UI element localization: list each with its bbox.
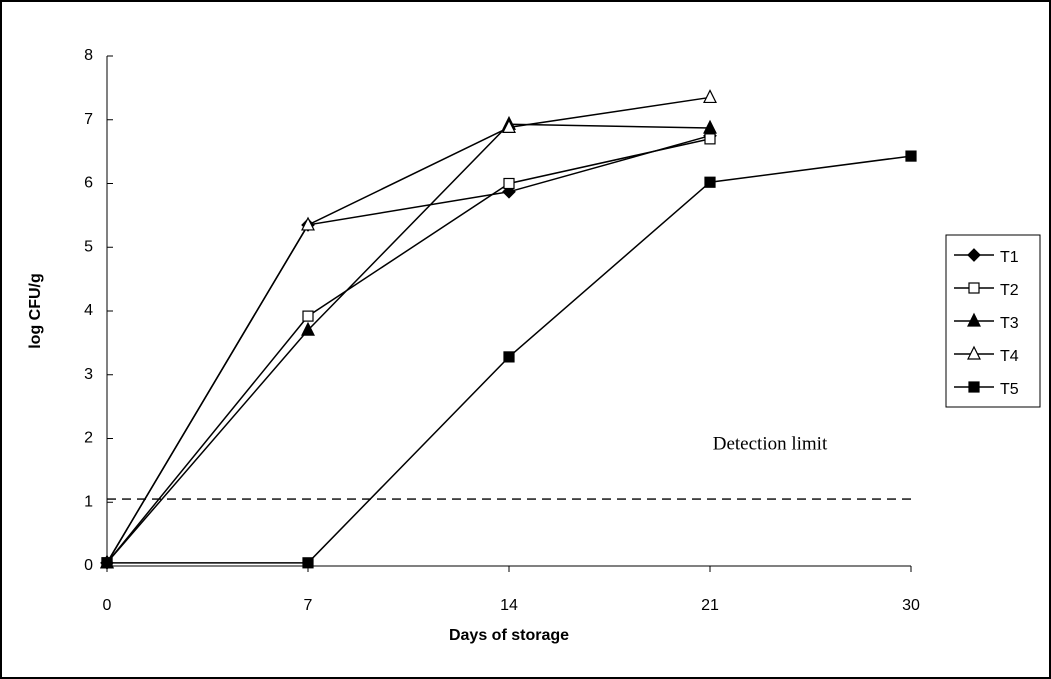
point	[303, 311, 313, 321]
point	[504, 352, 514, 362]
point	[504, 179, 514, 189]
x-tick-label: 30	[902, 597, 920, 614]
chart: log CFU/g Days of storage 0 1 2 3 4 5 6 7 8 0 7 14 2…	[0, 0, 1051, 679]
legend-label: T3	[1000, 315, 1019, 332]
point	[705, 134, 715, 144]
y-tick-label: 7	[84, 111, 93, 128]
y-axis-title: log CFU/g	[27, 273, 44, 349]
point	[906, 151, 916, 161]
x-tick-label: 14	[500, 597, 518, 614]
legend-label: T4	[1000, 348, 1019, 365]
y-tick-label: 6	[84, 175, 93, 192]
y-tick-label: 8	[84, 47, 93, 64]
y-tick-label: 3	[84, 366, 93, 383]
frame	[1, 1, 1050, 678]
x-tick-label: 0	[103, 597, 112, 614]
y-tick-label: 0	[84, 557, 93, 574]
legend-marker	[969, 382, 979, 392]
legend-label: T5	[1000, 381, 1019, 398]
y-tick-label: 2	[84, 430, 93, 447]
y-tick-label: 1	[84, 493, 93, 510]
y-tick-label: 4	[84, 302, 93, 319]
legend-marker	[969, 283, 979, 293]
point	[102, 558, 112, 568]
x-tick-label: 7	[304, 597, 313, 614]
point	[705, 177, 715, 187]
x-tick-label: 21	[701, 597, 719, 614]
x-axis-title: Days of storage	[449, 627, 569, 644]
legend-label: T1	[1000, 249, 1019, 266]
point	[303, 558, 313, 568]
annotation: Detection limit	[713, 433, 828, 454]
y-tick-label: 5	[84, 238, 93, 255]
legend-label: T2	[1000, 282, 1019, 299]
